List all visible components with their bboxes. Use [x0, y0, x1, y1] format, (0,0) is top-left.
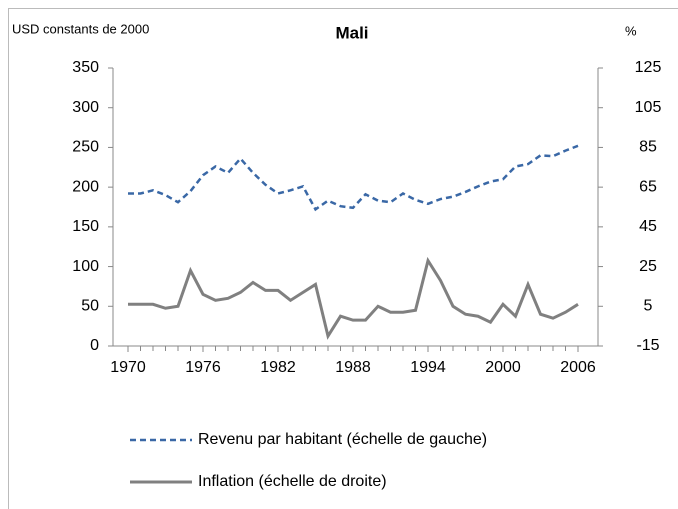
x-tick-label: 1994: [410, 359, 446, 376]
chart-frame: [8, 8, 678, 509]
series-line: [128, 256, 579, 340]
y2-tick-label: 105: [635, 99, 662, 116]
legend-label: Revenu par habitant (échelle de gauche): [198, 431, 487, 448]
y-tick-label: 100: [72, 258, 99, 275]
y2-tick-label: -15: [636, 337, 659, 354]
y-axis-label: USD constants de 2000: [12, 21, 149, 36]
x-tick-label: 1988: [335, 359, 371, 376]
y-tick-label: 50: [81, 298, 99, 315]
y2-tick-label: 65: [639, 178, 657, 195]
y-tick-label: 150: [72, 218, 99, 235]
x-tick-label: 2006: [560, 359, 596, 376]
y2-axis-label: %: [625, 23, 637, 38]
y-tick-label: 350: [72, 59, 99, 76]
x-tick-label: 1982: [260, 359, 296, 376]
y-tick-label: 300: [72, 99, 99, 116]
y-tick-label: 0: [90, 337, 99, 354]
x-tick-label: 1976: [185, 359, 221, 376]
x-tick-label: 2000: [485, 359, 521, 376]
y2-tick-label: 45: [639, 218, 657, 235]
series-line: [128, 144, 579, 212]
y2-tick-label: 25: [639, 258, 657, 275]
chart-title: Mali: [335, 23, 368, 42]
y2-tick-label: 5: [644, 298, 653, 315]
y-tick-label: 200: [72, 178, 99, 195]
x-tick-label: 1970: [110, 359, 146, 376]
legend-label: Inflation (échelle de droite): [198, 473, 387, 490]
y-tick-label: 250: [72, 139, 99, 156]
y2-tick-label: 125: [635, 59, 662, 76]
y2-tick-label: 85: [639, 139, 657, 156]
